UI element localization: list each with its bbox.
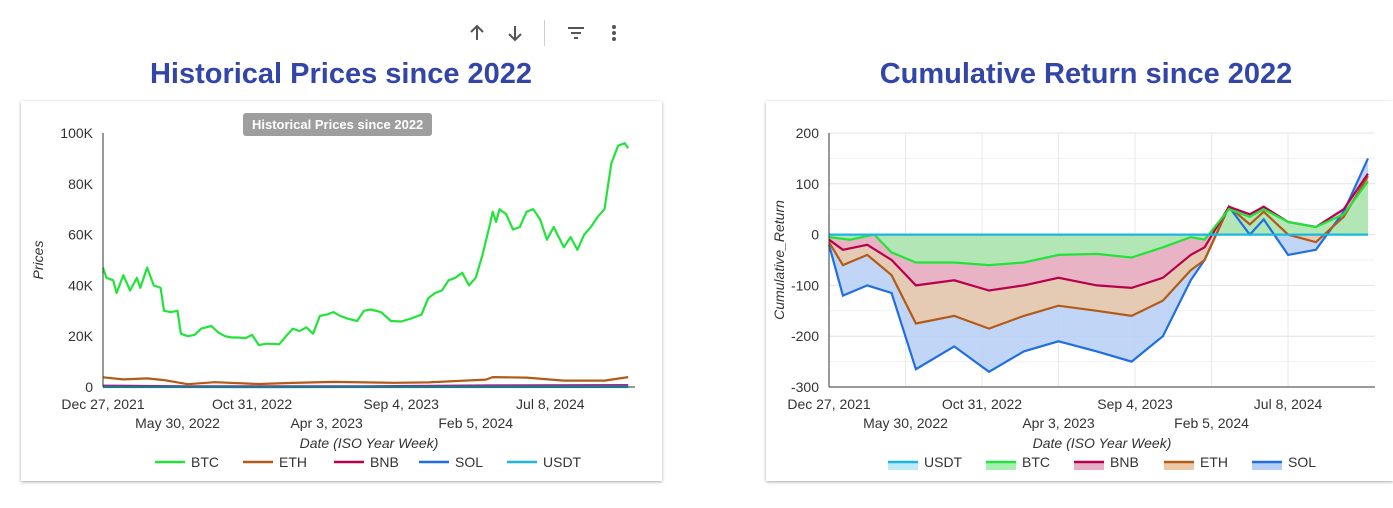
arrow-up-icon[interactable] — [462, 18, 492, 48]
series-line-sol — [827, 157, 1370, 374]
x-tick-label: Sep 4, 2023 — [363, 396, 439, 412]
x-tick-label: Feb 5, 2024 — [1174, 415, 1249, 431]
historical-prices-chart: 0 20K 40K 60K 80K 100K Dec 27, 2021 Oct 31, 202… — [30, 125, 635, 470]
y-tick-label: 100K — [60, 125, 93, 141]
y-tick-label: -300 — [791, 379, 819, 395]
x-tick-label: Jul 8, 2024 — [1254, 396, 1323, 412]
legend-label-sol: SOL — [455, 454, 483, 470]
x-tick-label: Oct 31, 2022 — [942, 396, 1022, 412]
legend-swatch-bnb — [1074, 462, 1104, 470]
chart-tooltip: Historical Prices since 2022 — [243, 113, 433, 136]
legend-label-eth: ETH — [1200, 454, 1228, 470]
y-axis-label: Cumulative_Return — [771, 200, 787, 320]
area-btc — [829, 181, 1368, 266]
legend-label-eth: ETH — [279, 454, 307, 470]
legend-swatch-sol — [1252, 462, 1282, 470]
legend-label-bnb: BNB — [1110, 454, 1139, 470]
y-tick-label: 200 — [796, 125, 820, 141]
arrow-down-icon[interactable] — [500, 18, 530, 48]
y-axis-label: Prices — [30, 241, 46, 280]
y-tick-label: 40K — [68, 277, 94, 293]
chart-title-cumulative-return: Cumulative Return since 2022 — [879, 58, 1293, 90]
chart-card-cumulative-return[interactable]: -300 -200 -100 0 100 200 Dec 27, 2021 Oct 31, 2… — [766, 101, 1393, 481]
x-axis-label: Date (ISO Year Week) — [300, 435, 439, 451]
legend-label-usdt: USDT — [543, 454, 582, 470]
chart-title-historical-prices: Historical Prices since 2022 — [149, 58, 533, 90]
x-tick-label: Dec 27, 2021 — [787, 396, 870, 412]
x-tick-label: Feb 5, 2024 — [438, 415, 513, 431]
legend-label-btc: BTC — [1022, 454, 1050, 470]
series-line-btc — [101, 142, 630, 347]
legend-label-sol: SOL — [1288, 454, 1316, 470]
legend-swatch-eth — [1164, 462, 1194, 470]
legend-label-btc: BTC — [191, 454, 219, 470]
x-tick-label: May 30, 2022 — [863, 415, 948, 431]
series-line-btc — [828, 180, 1369, 267]
series-line-eth — [102, 376, 629, 386]
y-tick-label: -100 — [791, 277, 819, 293]
y-tick-label: 60K — [68, 227, 94, 243]
x-tick-label: Apr 3, 2023 — [1022, 415, 1095, 431]
y-tick-label: 0 — [85, 379, 93, 395]
x-tick-label: Sep 4, 2023 — [1097, 396, 1173, 412]
y-tick-label: 100 — [796, 176, 820, 192]
legend-swatch-usdt — [888, 462, 918, 470]
x-tick-label: May 30, 2022 — [135, 415, 220, 431]
legend-swatch-btc — [986, 462, 1016, 470]
toolbar-divider — [544, 20, 545, 46]
x-tick-label: Dec 27, 2021 — [61, 396, 144, 412]
x-axis-label: Date (ISO Year Week) — [1033, 435, 1172, 451]
chart-card-historical-prices[interactable]: 0 20K 40K 60K 80K 100K Dec 27, 2021 Oct 31, 202… — [21, 101, 662, 481]
cumulative-return-chart: -300 -200 -100 0 100 200 Dec 27, 2021 Oct 31, 2… — [771, 125, 1375, 470]
series-line-eth — [828, 175, 1369, 330]
y-tick-label: 0 — [811, 227, 819, 243]
legend-label-bnb: BNB — [370, 454, 399, 470]
x-tick-label: Oct 31, 2022 — [212, 396, 292, 412]
y-tick-label: 80K — [68, 176, 94, 192]
y-tick-label: 20K — [68, 328, 94, 344]
legend-label-usdt: USDT — [924, 454, 963, 470]
y-tick-label: -200 — [791, 328, 819, 344]
x-tick-label: Jul 8, 2024 — [516, 396, 585, 412]
x-tick-label: Apr 3, 2023 — [290, 415, 363, 431]
more-vert-icon[interactable] — [599, 18, 629, 48]
chart-toolbar — [462, 18, 629, 48]
filter-icon[interactable] — [561, 18, 591, 48]
